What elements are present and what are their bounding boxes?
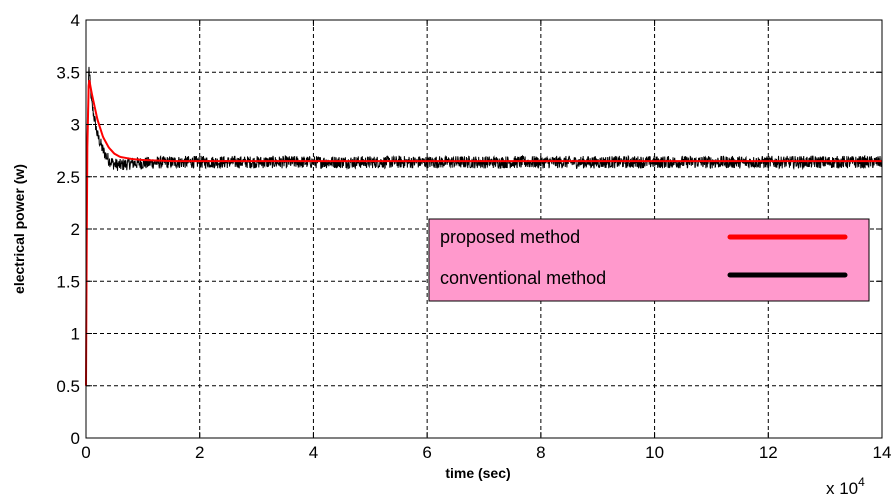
- x-multiplier-base: x 10: [826, 479, 858, 497]
- y-tick-label: 0.5: [56, 377, 80, 396]
- x-multiplier: x 104: [826, 475, 865, 497]
- y-tick-label: 2.5: [56, 168, 80, 187]
- legend-box: [428, 218, 870, 302]
- x-tick-label: 10: [645, 443, 664, 462]
- y-tick-label: 3: [71, 116, 80, 135]
- x-axis-title: time (sec): [445, 465, 510, 481]
- y-tick-label: 1: [71, 325, 80, 344]
- y-tick-label: 0: [71, 429, 80, 448]
- x-tick-label: 0: [81, 443, 90, 462]
- x-tick-label: 4: [309, 443, 318, 462]
- legend: proposed method conventional method: [428, 218, 870, 302]
- x-multiplier-exponent: 4: [858, 475, 865, 489]
- x-tick-label: 2: [195, 443, 204, 462]
- y-tick-label: 2: [71, 220, 80, 239]
- legend-label-conventional: conventional method: [440, 268, 606, 288]
- y-axis-title: electrical power (w): [11, 164, 27, 294]
- y-tick-label: 4: [71, 11, 80, 30]
- x-tick-label: 12: [759, 443, 778, 462]
- x-tick-label: 14: [873, 443, 892, 462]
- x-tick-label: 6: [422, 443, 431, 462]
- y-tick-label: 3.5: [56, 63, 80, 82]
- y-tick-label: 1.5: [56, 272, 80, 291]
- ticks: 0 2 4 6 8 10 12 14 0 0.5 1 1.5 2 2.5 3 3.5 4: [56, 11, 891, 462]
- legend-label-proposed: proposed method: [440, 227, 580, 247]
- series-line-proposed: [85, 79, 882, 386]
- x-tick-label: 8: [536, 443, 545, 462]
- series-layer: [85, 66, 883, 386]
